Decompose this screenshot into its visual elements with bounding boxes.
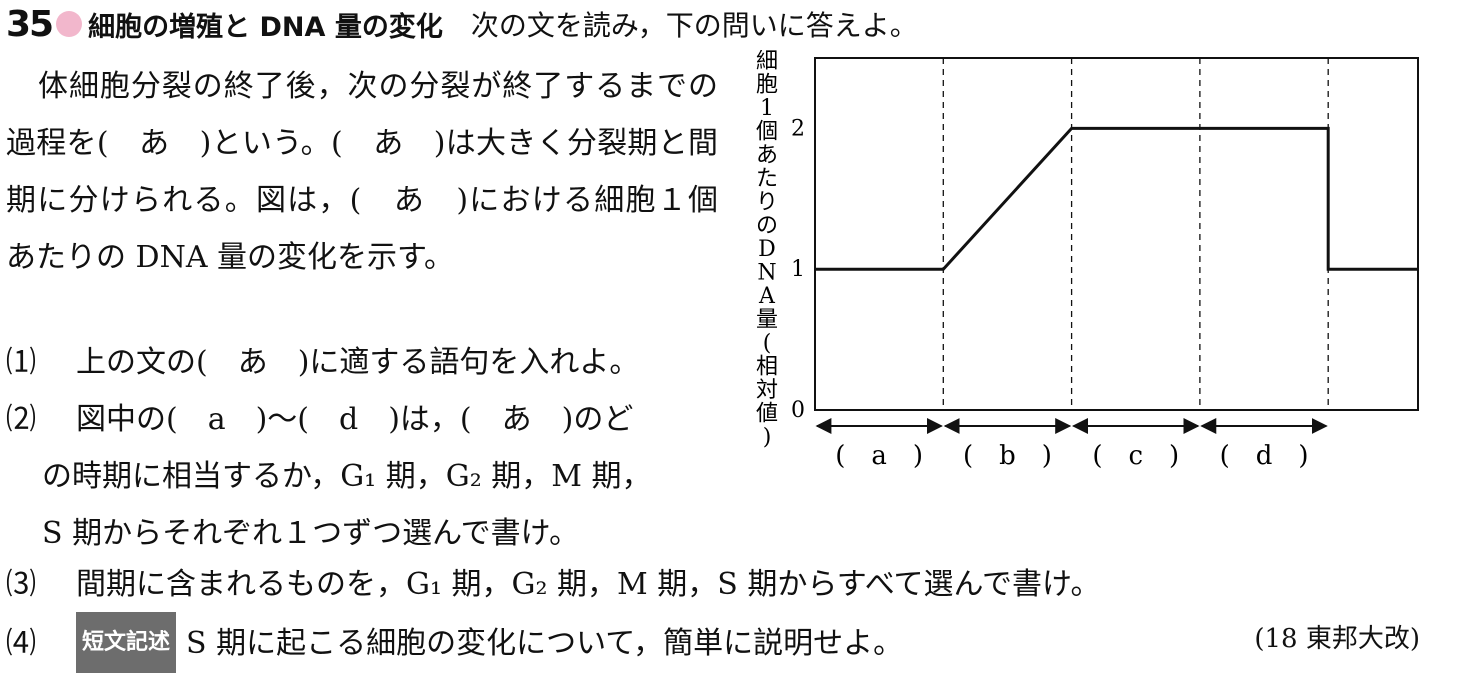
question-4-text: S 期に起こる細胞の変化について，簡単に説明せよ。: [186, 626, 904, 661]
question-1: ⑴ 上の文の( あ )に適する語句を入れよ。: [6, 334, 639, 391]
problem-header: 35 細胞の増殖と DNA 量の変化 次の文を読み，下の問いに答えよ。: [6, 2, 918, 46]
plot-frame: [814, 57, 1419, 411]
period-label: ( b ): [963, 441, 1052, 471]
question-3-number: ⑶: [6, 567, 36, 602]
source-citation: (18 東邦大改): [1254, 624, 1420, 654]
question-3: ⑶ 間期に含まれるものを，G₁ 期，G₂ 期，M 期，S 期からすべて選んで書け。: [6, 556, 1101, 613]
question-1-number: ⑴: [6, 345, 36, 380]
period-label: ( c ): [1092, 441, 1179, 471]
question-3-text: 間期に含まれるものを，G₁ 期，G₂ 期，M 期，S 期からすべて選んで書け。: [76, 567, 1101, 602]
intro-paragraph: 体細胞分裂の終了後，次の分裂が終了するまでの過程を( あ )という。( あ )は…: [6, 69, 718, 275]
y-tick-label: 1: [791, 257, 805, 282]
period-label: ( d ): [1220, 441, 1309, 471]
dna-amount-chart: 細胞 1 個あたりの D N A 量(相対値) 0 1 2 ( a ) ( b ) ( c ) ( d…: [756, 50, 1419, 471]
dna-line: [815, 126, 1418, 271]
y-axis-label: 細胞 1 個あたりの D N A 量(相対値): [756, 50, 778, 450]
question-2-line-2: の時期に相当するか，G₁ 期，G₂ 期，M 期，: [42, 459, 652, 494]
question-2: ⑵ 図中の( a )～( d )は，( あ )のど: [6, 391, 633, 448]
question-2-text: 図中の( a )～( d )は，( あ )のど: [76, 402, 634, 437]
period-label: ( a ): [835, 441, 923, 471]
question-2-number: ⑵: [6, 402, 36, 437]
y-tick-label: 2: [791, 116, 805, 141]
problem-number: 35: [6, 3, 54, 45]
question-4: ⑷ 短文記述 S 期に起こる細胞の変化について，簡単に説明せよ。: [6, 612, 903, 673]
problem-title: 細胞の増殖と DNA 量の変化: [88, 11, 443, 43]
question-4-number: ⑷: [6, 626, 36, 661]
question-2-line-3: S 期からそれぞれ１つずつ選んで書け。: [42, 516, 580, 551]
y-tick-label: 0: [791, 398, 805, 423]
short-answer-tag: 短文記述: [76, 612, 177, 673]
problem-instruction: 次の文を読み，下の問いに答えよ。: [470, 9, 918, 42]
pink-dot-icon: [56, 11, 83, 37]
question-1-text: 上の文の( あ )に適する語句を入れよ。: [76, 345, 640, 380]
